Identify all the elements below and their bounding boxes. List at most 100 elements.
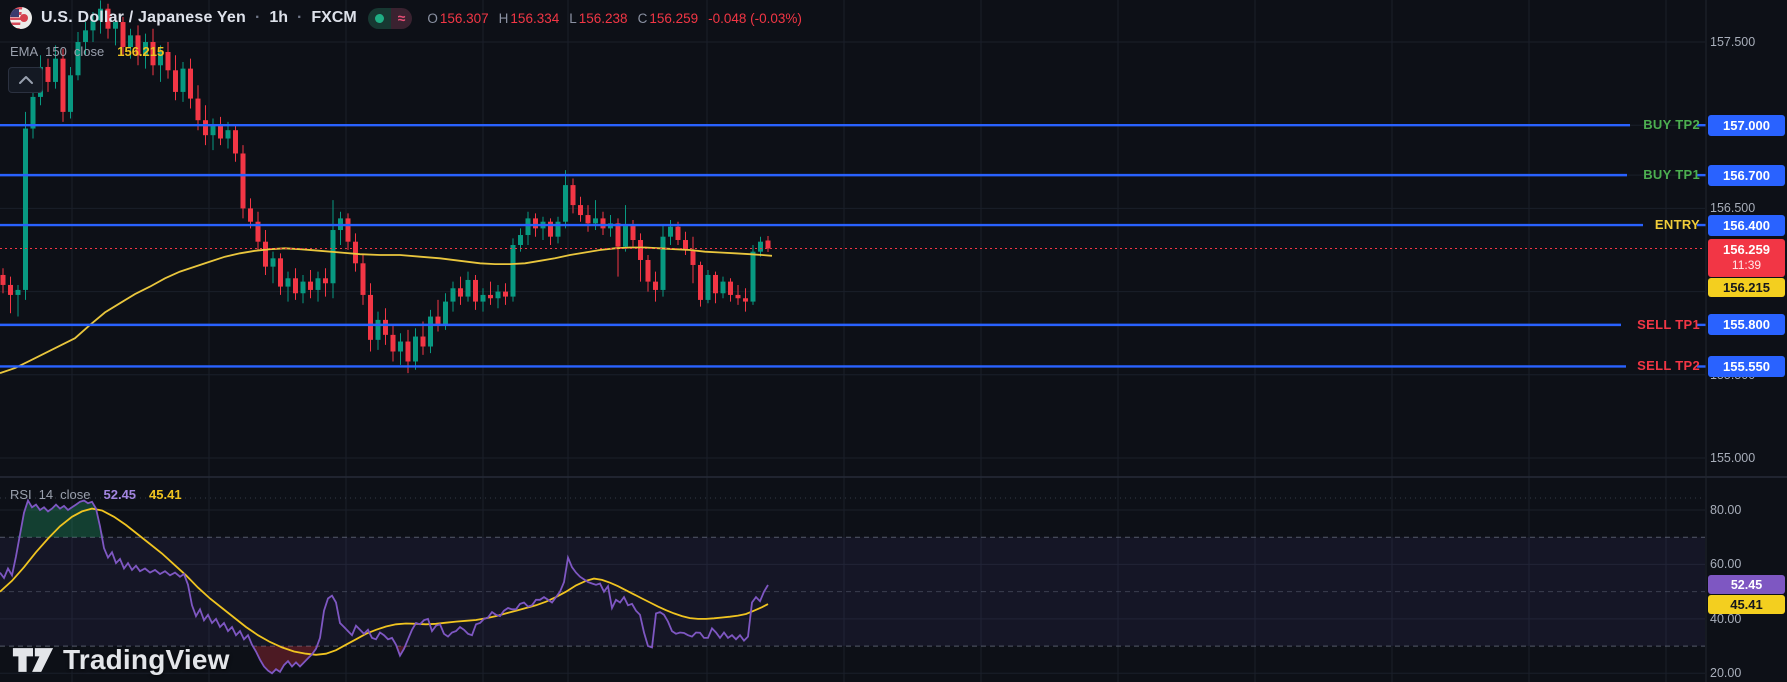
rsi-legend-row[interactable]: RSI 14 close 52.45 45.41 — [10, 487, 182, 502]
ohlc-low-value: 156.238 — [578, 10, 628, 26]
ema-legend-row[interactable]: EMA 150 close 156.215 — [10, 44, 164, 59]
timeframe-label[interactable]: 1h — [269, 9, 288, 26]
ema-line[interactable] — [0, 246, 773, 374]
candle-body — [368, 294, 373, 340]
tradingview-watermark[interactable]: TradingView — [12, 644, 230, 676]
price-axis-label-sell-tp1: 155.800 — [1708, 314, 1785, 336]
title-separator: · — [255, 9, 261, 26]
market-open-dot-icon — [374, 13, 384, 23]
candle-body — [180, 68, 186, 92]
candle-body — [323, 278, 328, 284]
price-axis-label-entry: 156.400 — [1708, 214, 1785, 236]
candle-body — [195, 98, 201, 121]
candle-body — [570, 185, 576, 206]
candle-body — [503, 291, 508, 297]
usdjpy-flag-icon — [10, 7, 32, 29]
level-label-buy-tp2: BUY TP2 — [1643, 117, 1700, 133]
candle-body — [563, 185, 568, 222]
ema-params: 150 — [45, 44, 67, 59]
candle-body — [240, 153, 246, 209]
candle-body — [293, 278, 298, 294]
candle-body — [638, 240, 643, 260]
candle-body — [743, 298, 748, 302]
candle-body — [285, 278, 291, 287]
candle-body — [60, 58, 66, 112]
candle-body — [645, 259, 651, 282]
market-wave-icon: ≈ — [397, 10, 406, 26]
ohlc-low-label: L — [569, 10, 577, 26]
rsi-tick-20.00: 20.00 — [1710, 666, 1742, 681]
ema-name: EMA — [10, 44, 39, 59]
candle-body — [360, 263, 366, 295]
candle-body — [263, 241, 268, 267]
rsi-line[interactable] — [0, 498, 769, 675]
watermark-text: TradingView — [63, 644, 230, 675]
candle-body — [683, 240, 688, 250]
candle-body — [458, 288, 463, 297]
ohlc-readout: O 156.307 H 156.334 L 156.238 C 156.259 -0.0… — [427, 11, 802, 26]
candle-body — [353, 241, 358, 264]
market-status-pill[interactable]: ≈ — [367, 7, 413, 29]
level-label-sell-tp2: SELL TP2 — [1637, 358, 1700, 374]
candle-body — [578, 205, 583, 216]
rsi-tick-60.00: 60.00 — [1710, 557, 1742, 572]
ema-axis-label: 156.215 — [1708, 278, 1785, 297]
rsi-value: 52.45 — [103, 487, 137, 502]
candle-body — [113, 22, 118, 29]
current-price-value: 156.259 — [1723, 241, 1770, 257]
candle-body — [143, 42, 148, 56]
price-axis-label-buy-tp1: 156.700 — [1708, 164, 1785, 186]
candle-body — [210, 125, 216, 136]
candle-body — [548, 221, 553, 237]
candle-body — [653, 281, 658, 290]
candle-body — [105, 8, 111, 29]
candle-body — [90, 20, 96, 31]
candle-body — [435, 316, 441, 325]
rsi-ma-value: 45.41 — [149, 487, 182, 502]
candle-body — [555, 221, 561, 237]
rsi-ma-line[interactable] — [0, 507, 769, 656]
price-tick-157.500: 157.500 — [1710, 35, 1756, 49]
candle-body — [248, 208, 253, 222]
symbol-header: U.S. Dollar / Japanese Yen · 1h · FXCM ≈… — [10, 7, 802, 29]
rsi-axis-value: 52.45 — [1730, 577, 1763, 592]
candle-body — [30, 96, 36, 129]
rsi-ma-axis-value: 45.41 — [1730, 596, 1763, 612]
candle-body — [23, 128, 28, 290]
candle-body — [525, 218, 531, 236]
candle-body — [758, 241, 763, 252]
price-axis-label-buy-tp2: 157.000 — [1708, 114, 1785, 136]
candle-body — [585, 215, 591, 224]
candle-body — [428, 316, 433, 347]
ohlc-close-label: C — [637, 10, 648, 26]
candle-body — [75, 42, 81, 76]
candle-body — [345, 218, 351, 242]
price-tick-155.000: 155.000 — [1710, 451, 1756, 465]
candle-body — [383, 319, 388, 335]
price-axis-label-sell-tp2: 155.550 — [1708, 355, 1785, 377]
tradingview-logo-icon — [12, 648, 54, 672]
candle-body — [165, 51, 171, 71]
ohlc-high-label: H — [498, 10, 509, 26]
level-label-entry: ENTRY — [1654, 217, 1700, 233]
candle-body — [465, 279, 471, 297]
candle-body — [128, 35, 133, 47]
candle-body — [765, 240, 771, 249]
candle-body — [308, 281, 313, 290]
ohlc-open-label: O — [427, 10, 438, 26]
candle-body — [300, 281, 306, 294]
rsi-tick-80.00: 80.00 — [1710, 503, 1742, 517]
ema-value: 156.215 — [117, 44, 165, 59]
candle-body — [675, 226, 681, 241]
exchange-label[interactable]: FXCM — [311, 9, 357, 26]
candle-body — [120, 22, 126, 47]
rsi-axis-label: 52.45 — [1708, 575, 1785, 595]
price-tick-156.500: 156.500 — [1710, 201, 1756, 216]
ohlc-close-value: 156.259 — [649, 10, 699, 26]
candle-body — [45, 66, 51, 82]
symbol-title[interactable]: U.S. Dollar / Japanese Yen — [41, 9, 246, 26]
collapse-legend-button[interactable] — [8, 67, 43, 93]
current-price-axis-label: 156.259 11:39 — [1708, 238, 1785, 277]
